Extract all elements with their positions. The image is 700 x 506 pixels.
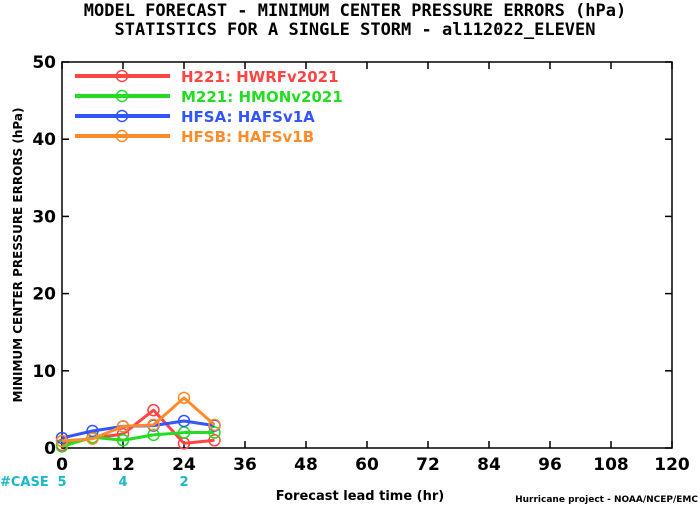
legend-item-h221: H221: HWRFv2021 — [75, 68, 339, 86]
case-count-label: 4 — [118, 475, 127, 490]
legend-marker — [115, 109, 129, 123]
x-axis-label: Forecast lead time (hr) — [276, 489, 444, 504]
y-tick-label: 40 — [32, 130, 56, 150]
x-tick-label: 120 — [654, 455, 690, 475]
legend-marker — [115, 69, 129, 83]
legend-label: HFSB: HAFSv1B — [181, 128, 314, 146]
series-h221 — [55, 403, 221, 452]
legend-marker — [115, 129, 129, 143]
x-tick-label: 36 — [233, 455, 257, 475]
legend-label: M221: HMONv2021 — [181, 88, 343, 106]
data-point — [208, 434, 221, 447]
y-tick-label: 20 — [32, 285, 56, 305]
y-tick-label: 0 — [44, 439, 56, 459]
plot-frame — [61, 61, 673, 449]
chart-title: MODEL FORECAST - MINIMUM CENTER PRESSURE… — [84, 1, 626, 21]
x-tick-label: 84 — [477, 455, 501, 475]
data-point — [177, 414, 191, 428]
data-point — [177, 391, 191, 405]
legend-series-name: HFSB — [181, 128, 226, 146]
data-point — [55, 434, 69, 448]
y-tick-label: 30 — [32, 207, 56, 227]
data-point — [147, 418, 160, 432]
data-point — [86, 432, 99, 445]
legend-model-name: HAFSv1B — [237, 128, 314, 146]
legend-item-hfsa: HFSA: HAFSv1A — [75, 108, 315, 126]
x-tick-label: 108 — [593, 455, 629, 475]
data-point — [208, 418, 221, 432]
data-point — [116, 434, 130, 447]
y-axis-label: MINIMUM CENTER PRESSURE ERRORS (hPa) — [11, 108, 25, 403]
series-hfsb — [55, 391, 221, 448]
case-count-title: #CASE — [0, 475, 49, 490]
case-count-label: 5 — [57, 475, 66, 490]
x-tick-label: 0 — [56, 455, 68, 475]
data-point — [86, 424, 99, 438]
y-tick-label: 50 — [32, 53, 56, 73]
legend-series-name: H221 — [181, 68, 225, 86]
x-tick-label: 48 — [294, 455, 318, 475]
data-point — [208, 426, 221, 439]
legend-item-m221: M221: HMONv2021 — [75, 88, 343, 106]
x-tick-label: 72 — [416, 455, 440, 475]
x-tick-label: 24 — [172, 455, 196, 475]
legend-series-name: HFSA — [181, 108, 227, 126]
chart-subtitle: STATISTICS FOR A SINGLE STORM - al112022… — [114, 20, 595, 40]
legend-model-name: HAFSv1A — [238, 108, 315, 126]
credit-text: Hurricane project - NOAA/NCEP/EMC — [515, 495, 698, 505]
data-point — [116, 420, 130, 433]
legend-item-hfsb: HFSB: HAFSv1B — [75, 128, 314, 146]
legend-model-name: HMONv2021 — [238, 88, 342, 106]
legend-model-name: HWRFv2021 — [236, 68, 338, 86]
legend-marker — [115, 89, 129, 103]
data-point — [147, 428, 160, 442]
y-tick-label: 10 — [32, 362, 56, 382]
legend-label: HFSA: HAFSv1A — [181, 108, 315, 126]
x-tick-label: 60 — [355, 455, 379, 475]
case-count-label: 2 — [179, 475, 188, 490]
data-point — [147, 403, 160, 417]
x-tick-label: 12 — [111, 455, 135, 475]
data-point — [55, 431, 69, 445]
legend-label: H221: HWRFv2021 — [181, 68, 339, 86]
x-tick-label: 96 — [538, 455, 562, 475]
legend-series-name: M221 — [181, 88, 227, 106]
series-line — [61, 396, 216, 443]
